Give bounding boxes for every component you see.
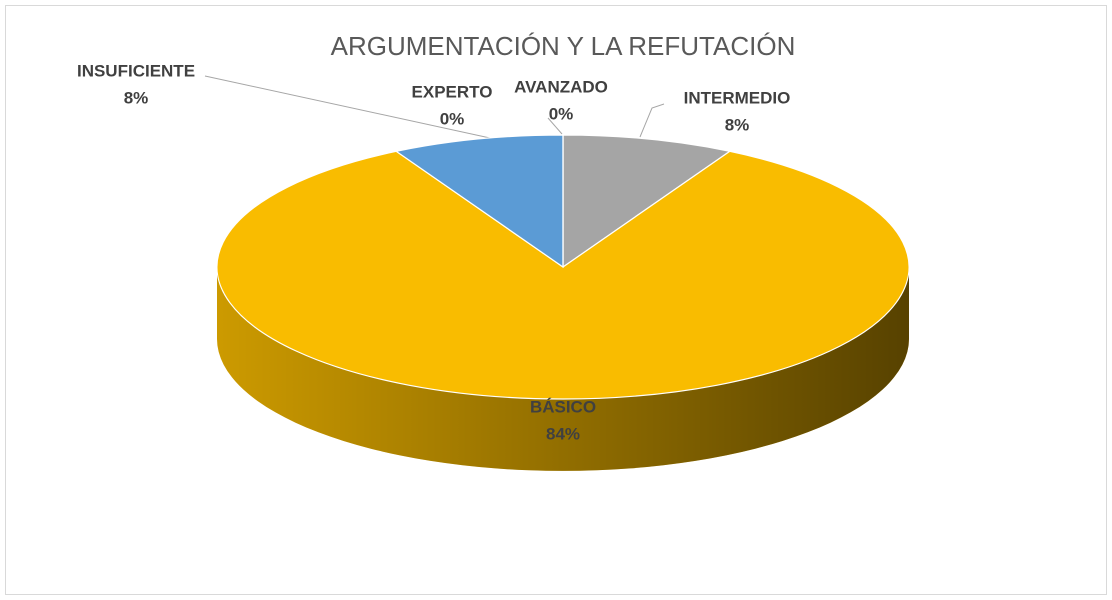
chart-title: ARGUMENTACIÓN Y LA REFUTACIÓN bbox=[331, 31, 796, 61]
data-label-value: 8% bbox=[124, 88, 149, 107]
data-label-name: INTERMEDIO bbox=[684, 88, 791, 107]
slice bbox=[562, 134, 732, 269]
data-label-name: BÁSICO bbox=[530, 397, 596, 416]
data-label-value: 0% bbox=[549, 104, 574, 123]
slice bbox=[216, 150, 910, 400]
side-shade bbox=[217, 267, 909, 471]
leader-line bbox=[204, 75, 491, 139]
leader-line bbox=[639, 103, 665, 138]
data-label-value: 8% bbox=[725, 115, 750, 134]
data-label-name: EXPERTO bbox=[412, 82, 493, 101]
leader-line bbox=[547, 117, 563, 135]
data-label-name: INSUFICIENTE bbox=[77, 61, 195, 80]
data-label-value: 0% bbox=[440, 109, 465, 128]
slice bbox=[394, 134, 564, 269]
data-label-name: AVANZADO bbox=[514, 77, 608, 96]
data-label-value: 84% bbox=[546, 424, 580, 443]
